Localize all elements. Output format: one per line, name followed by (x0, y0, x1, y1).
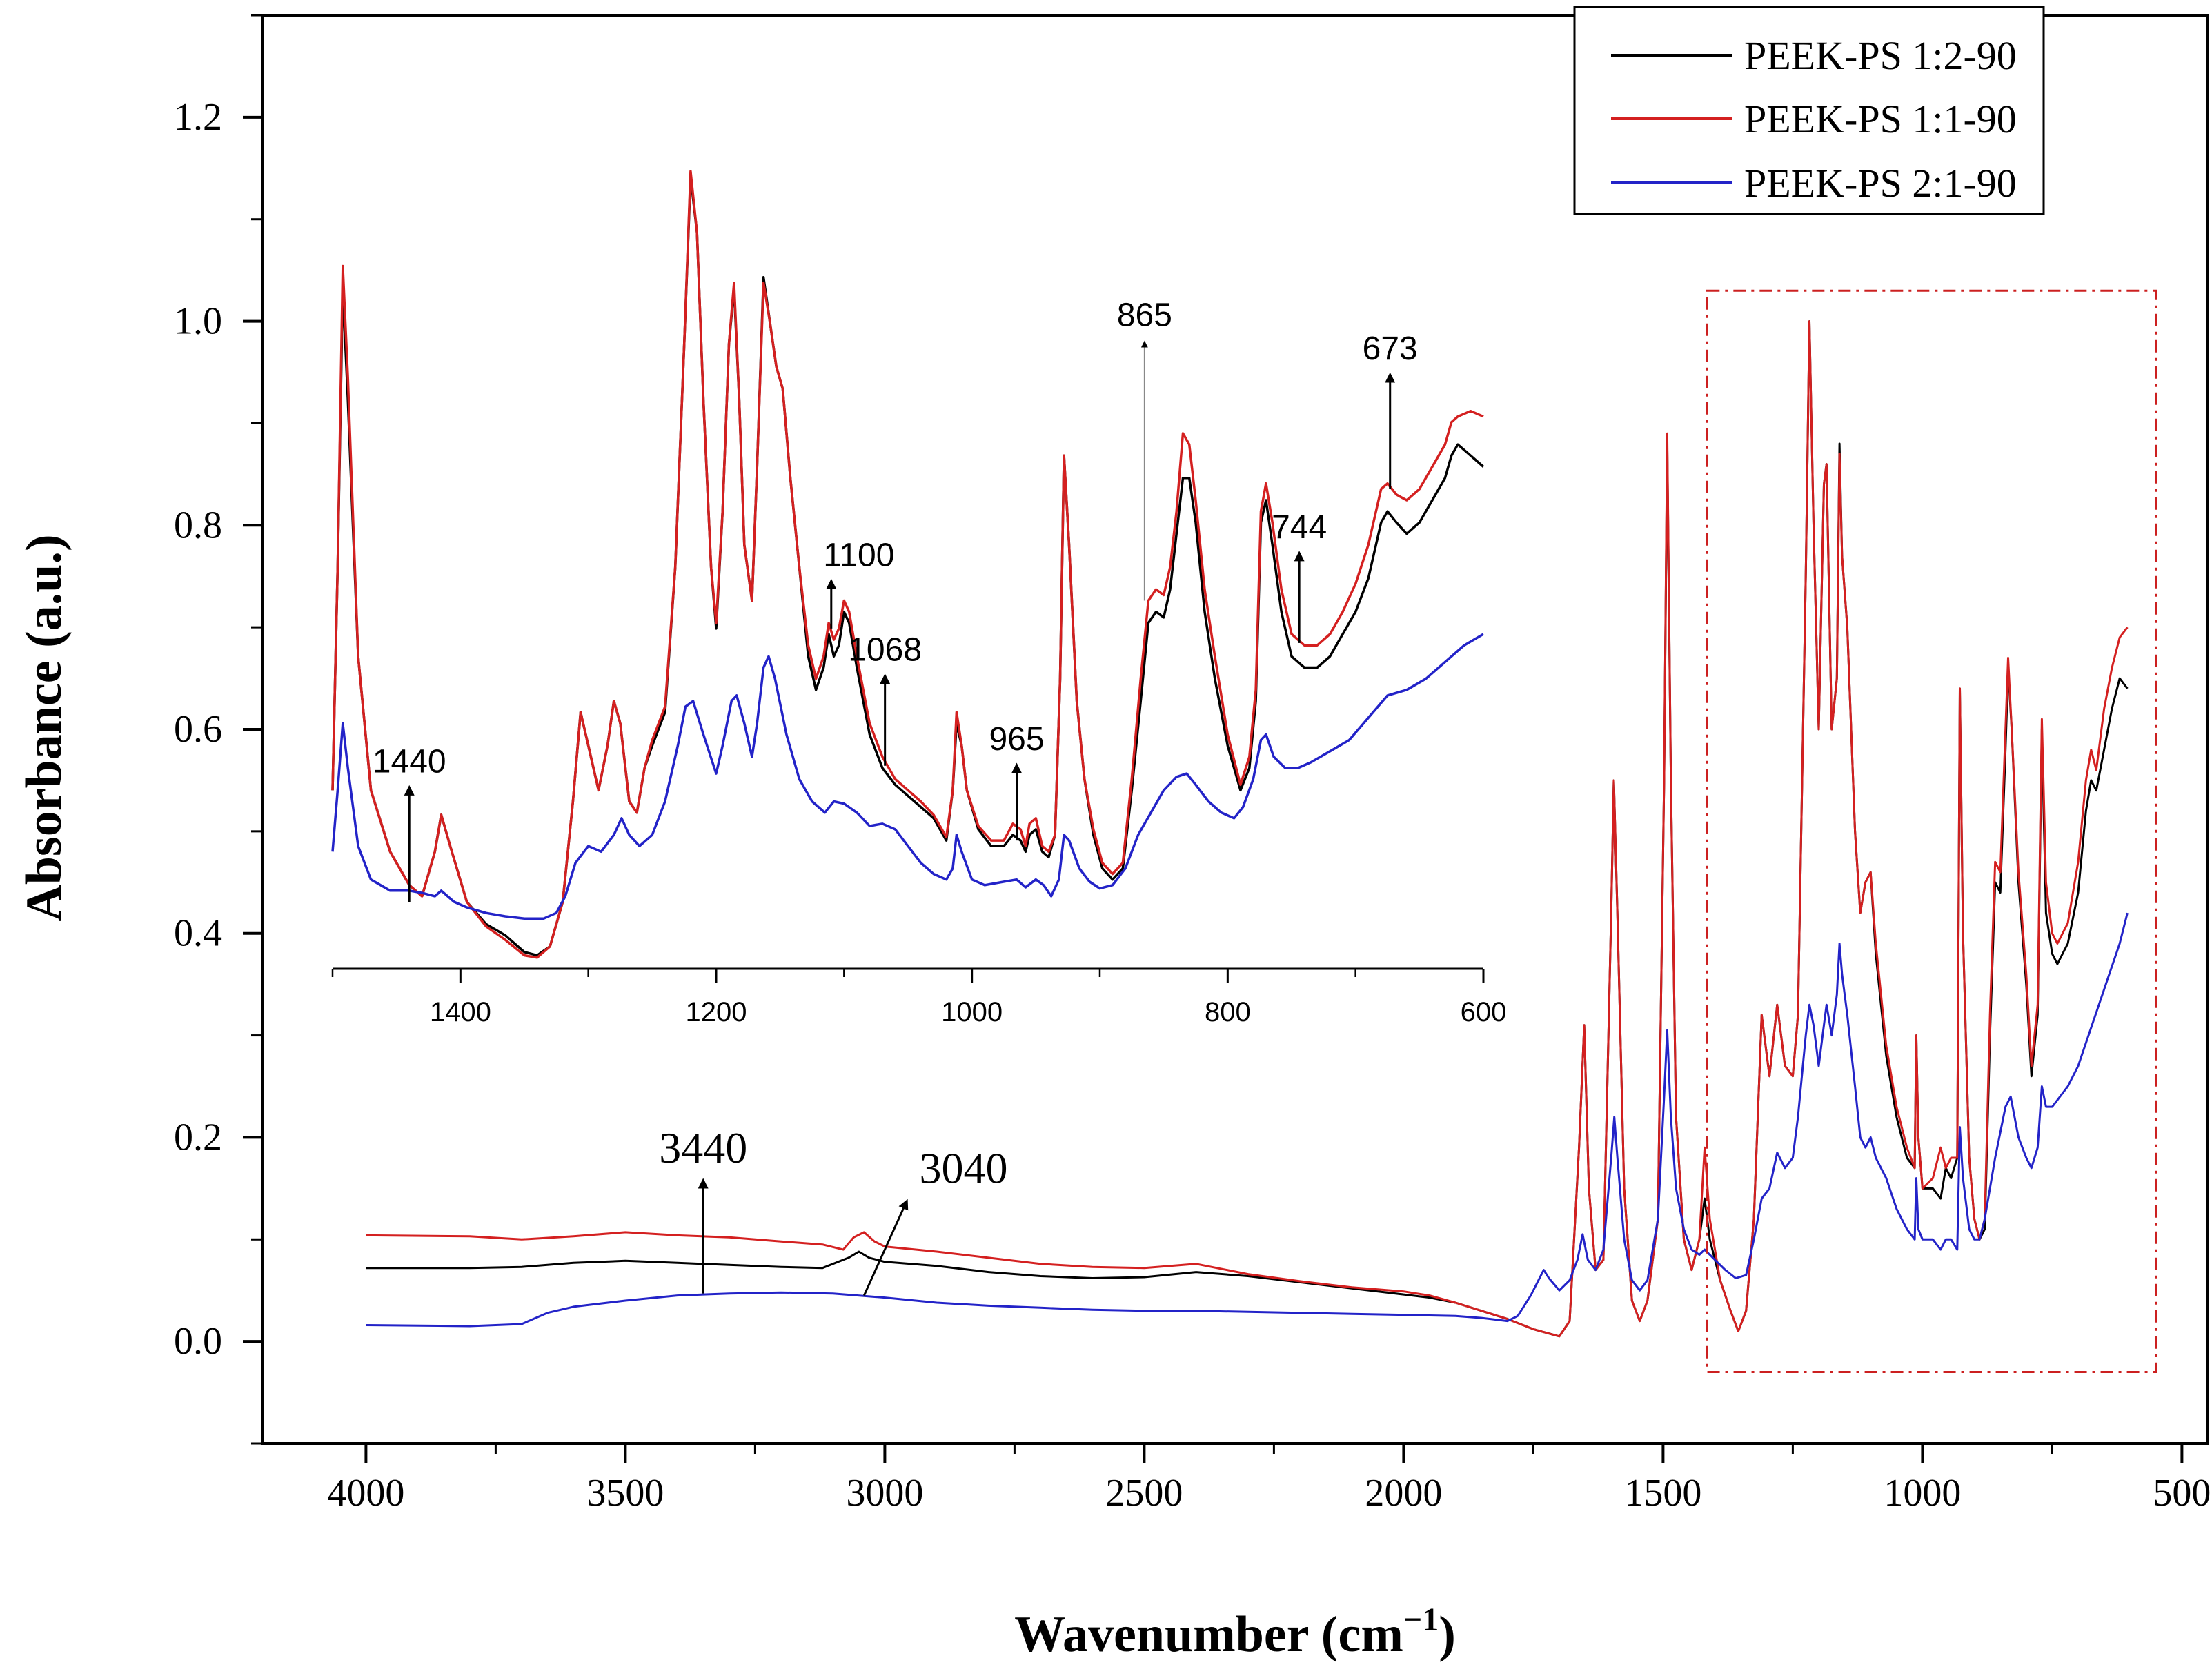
inset-x-tick-label: 600 (1461, 997, 1507, 1027)
x-tick-label: 1500 (1624, 1472, 1701, 1515)
inset-annotation-label-865: 865 (1117, 297, 1172, 334)
legend: PEEK-PS 1:2-90 PEEK-PS 1:1-90 PEEK-PS 2:… (1573, 6, 2045, 215)
inset-annotation-label-965: 965 (989, 721, 1044, 758)
legend-label-1: PEEK-PS 1:2-90 (1744, 33, 2017, 78)
x-tick-label: 500 (2153, 1472, 2211, 1515)
y-tick-label: 0.8 (174, 504, 222, 546)
inset-series-line-3 (331, 633, 1484, 920)
main-annotations: 3440 3040 (659, 1123, 1007, 1296)
inset-x-tick-label: 1000 (941, 997, 1003, 1027)
inset-annotation-label-744: 744 (1272, 509, 1327, 546)
inset-x-tick-label: 1200 (686, 997, 747, 1027)
x-tick-label: 4000 (327, 1472, 404, 1515)
inset-series-line-2 (331, 170, 1484, 959)
annotation-label-3440: 3440 (659, 1123, 747, 1172)
x-axis-title-sup: −1 (1403, 1601, 1439, 1638)
y-tick-label: 1.2 (174, 96, 222, 139)
highlight-box (1706, 289, 2157, 1374)
main-series (366, 320, 2129, 1338)
legend-label-3: PEEK-PS 2:1-90 (1744, 161, 2017, 206)
x-axis-title-close: ) (1439, 1606, 1456, 1663)
main-plot-frame (261, 14, 2209, 1445)
legend-box (1573, 6, 2045, 215)
y-tick-label: 0.0 (174, 1320, 222, 1363)
y-tick-label: 0.2 (174, 1116, 222, 1158)
x-axis-title-main: Wavenumber (cm (1014, 1606, 1403, 1663)
y-tick-label: 0.4 (174, 912, 222, 955)
x-tick-label: 3500 (586, 1472, 664, 1515)
inset-series-line-1 (331, 175, 1485, 957)
y-axis-title: Absorbance (a.u.) (16, 534, 72, 921)
annotation-label-3040: 3040 (919, 1144, 1007, 1193)
inset-annotation-label-1068: 1068 (848, 632, 922, 669)
x-tick-label: 2500 (1105, 1472, 1183, 1515)
x-tick-label: 1000 (1884, 1472, 1961, 1515)
inset-group: 1400 1200 1000 800 600 1440 1100 1068 965 865 744 6… (331, 170, 1507, 1027)
annotation-arrow-3040 (862, 1199, 909, 1296)
main-axes: 4000 3500 3000 2500 2000 1500 1000 500 0.0 0.2 0.4… (174, 14, 2211, 1515)
inset-x-tick-label: 800 (1205, 997, 1251, 1027)
y-tick-label: 1.0 (174, 300, 222, 343)
series-line-3 (366, 912, 2129, 1328)
inset-annotation-label-1440: 1440 (373, 743, 446, 780)
inset-annotation-label-673: 673 (1363, 331, 1418, 367)
inset-annotation-label-1100: 1100 (823, 537, 894, 573)
x-tick-label: 2000 (1365, 1472, 1442, 1515)
inset-x-tick-label: 1400 (430, 997, 491, 1027)
series-line-2 (366, 320, 2129, 1338)
x-tick-label: 3000 (846, 1472, 923, 1515)
legend-label-2: PEEK-PS 1:1-90 (1744, 97, 2017, 141)
y-tick-label: 0.6 (174, 708, 222, 751)
series-line-1 (366, 320, 2129, 1338)
x-axis-title: Wavenumber (cm−1) (1014, 1601, 1456, 1663)
